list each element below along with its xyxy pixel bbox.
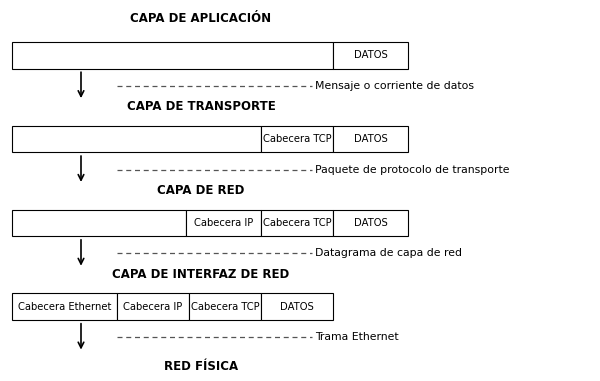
Text: DATOS: DATOS [353,50,388,60]
Text: Datagrama de capa de red: Datagrama de capa de red [315,248,462,258]
Bar [333,126,408,152]
Text: Trama Ethernet: Trama Ethernet [315,332,398,342]
Bar [12,42,333,69]
Text: Mensaje o corriente de datos: Mensaje o corriente de datos [315,81,474,91]
Text: Paquete de protocolo de transporte: Paquete de protocolo de transporte [315,165,509,174]
Text: CAPA DE TRANSPORTE: CAPA DE TRANSPORTE [127,100,275,113]
Bar [186,210,261,236]
Bar [117,293,189,320]
Text: Cabecera Ethernet: Cabecera Ethernet [18,302,111,312]
Text: CAPA DE APLICACIÓN: CAPA DE APLICACIÓN [130,12,272,25]
Bar [12,126,261,152]
Bar [261,210,333,236]
Text: RED FÍSICA: RED FÍSICA [164,360,238,373]
Bar [12,293,117,320]
Bar [12,210,186,236]
Text: Cabecera TCP: Cabecera TCP [263,218,331,228]
Text: Cabecera TCP: Cabecera TCP [263,134,331,144]
Text: CAPA DE RED: CAPA DE RED [157,184,245,197]
Text: DATOS: DATOS [280,302,314,312]
Text: Cabecera TCP: Cabecera TCP [191,302,259,312]
Text: DATOS: DATOS [353,218,388,228]
Bar [261,126,333,152]
Text: Cabecera IP: Cabecera IP [194,218,253,228]
Text: Cabecera IP: Cabecera IP [124,302,182,312]
Bar [261,293,333,320]
Text: DATOS: DATOS [353,134,388,144]
Bar [189,293,261,320]
Bar [333,42,408,69]
Text: CAPA DE INTERFAZ DE RED: CAPA DE INTERFAZ DE RED [112,268,290,281]
Bar [333,210,408,236]
